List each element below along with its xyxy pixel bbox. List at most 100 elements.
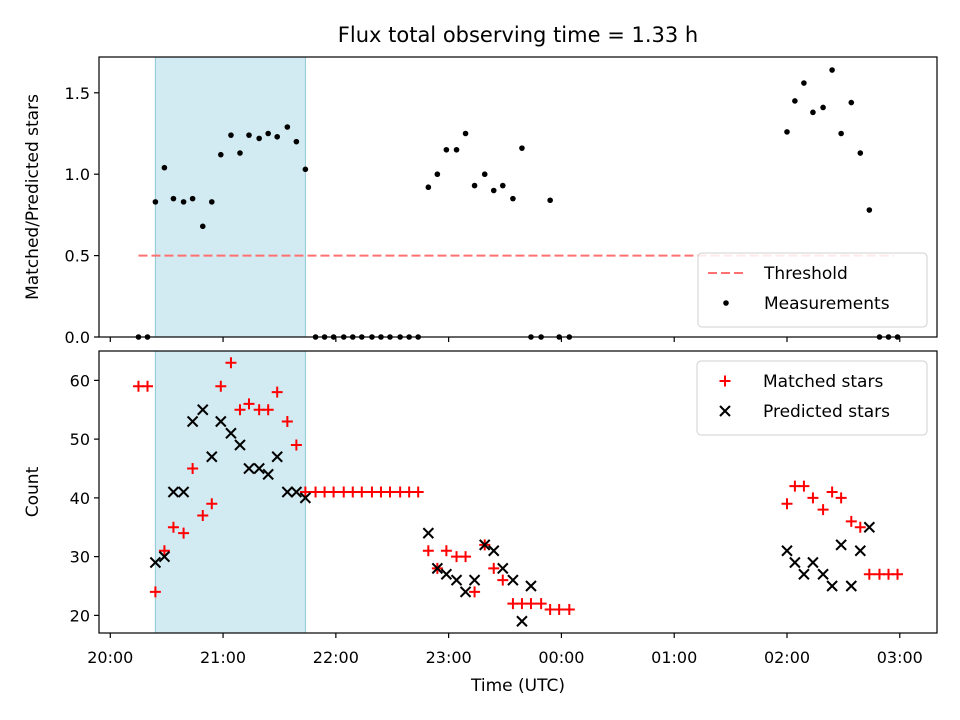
count-point xyxy=(225,427,237,439)
count-point xyxy=(177,486,190,498)
count-point xyxy=(479,539,491,551)
count-point xyxy=(281,416,293,427)
count-y-tick-label: 50 xyxy=(70,430,90,449)
count-point xyxy=(215,415,227,428)
count-point xyxy=(507,574,519,586)
count-legend: Matched stars Predicted stars xyxy=(696,360,928,436)
count-point xyxy=(262,468,274,481)
ratio-y-tick-label: 1.0 xyxy=(65,165,90,184)
count-point xyxy=(525,598,537,610)
count-point xyxy=(299,492,312,504)
ratio-point xyxy=(801,80,807,86)
count-point xyxy=(469,586,481,598)
legend-marker xyxy=(719,405,731,417)
count-point xyxy=(863,568,875,580)
ratio-point xyxy=(519,145,525,151)
count-series-1 xyxy=(132,357,904,615)
legend-label: Predicted stars xyxy=(763,402,890,422)
count-point xyxy=(206,451,218,463)
count-point xyxy=(440,568,453,580)
count-point xyxy=(817,504,829,516)
count-point xyxy=(563,604,575,615)
ratio-observing-span xyxy=(154,56,306,338)
count-point xyxy=(158,545,170,557)
count-point xyxy=(149,556,162,569)
count-point xyxy=(149,586,161,598)
legend-marker xyxy=(723,300,729,306)
count-point xyxy=(178,527,190,539)
x-tick-label: 01:00 xyxy=(651,648,697,667)
ratio-point xyxy=(265,130,271,137)
legend-label: Matched stars xyxy=(763,372,883,392)
count-point xyxy=(488,562,500,574)
count-point xyxy=(781,545,793,557)
ratio-point xyxy=(434,171,441,178)
count-point xyxy=(243,398,255,410)
ratio-axes-frame xyxy=(98,56,938,338)
count-point xyxy=(459,586,472,598)
ratio-point xyxy=(237,150,243,156)
ratio-point xyxy=(471,182,478,189)
ratio-point xyxy=(547,197,553,204)
count-point xyxy=(535,598,547,610)
count-point xyxy=(422,545,434,557)
ratio-point xyxy=(866,207,873,213)
x-tick-label: 02:00 xyxy=(764,648,810,667)
x-tick-label: 03:00 xyxy=(877,648,923,667)
ratio-point xyxy=(274,133,281,140)
ratio-point xyxy=(152,199,159,205)
ratio-point xyxy=(453,146,460,153)
ratio-point xyxy=(490,187,497,194)
x-tick-label: 21:00 xyxy=(200,648,246,667)
ratio-point xyxy=(218,151,224,158)
ratio-point xyxy=(510,195,516,202)
ratio-y-tick-label: 0.5 xyxy=(65,247,90,266)
count-point xyxy=(516,615,528,627)
count-point xyxy=(422,527,435,539)
count-point xyxy=(781,498,793,510)
ratio-point xyxy=(820,104,826,111)
count-point xyxy=(187,463,199,474)
ratio-panel: 0.0 0.5 1.0 1.5 Matched/Predicted stars Thres… xyxy=(23,56,938,347)
ratio-y-tick-label: 1.5 xyxy=(65,84,90,103)
ratio-point xyxy=(499,182,506,189)
count-point xyxy=(807,556,819,569)
count-point xyxy=(384,486,396,498)
count-point xyxy=(271,451,283,463)
ratio-point xyxy=(810,109,816,116)
count-point xyxy=(807,492,819,504)
count-point xyxy=(186,415,199,428)
count-point xyxy=(167,521,179,533)
count-point xyxy=(845,515,857,527)
count-y-tick-label: 30 xyxy=(70,548,90,567)
ratio-point xyxy=(462,130,469,137)
count-point xyxy=(234,439,246,451)
ratio-y-tick-label: 0.0 xyxy=(65,328,90,347)
count-point xyxy=(798,568,810,580)
count-point xyxy=(798,480,810,492)
count-point xyxy=(234,404,246,416)
ratio-point xyxy=(180,199,187,205)
ratio-point xyxy=(293,138,300,145)
ratio-point xyxy=(284,124,291,130)
ratio-point xyxy=(189,195,196,202)
ratio-point xyxy=(838,130,844,137)
count-point xyxy=(356,486,368,498)
ratio-legend-box xyxy=(697,252,928,328)
ratio-point xyxy=(829,67,835,73)
x-axis-label: Time (UTC) xyxy=(470,676,565,696)
ratio-point xyxy=(161,164,168,171)
x-tick-label: 22:00 xyxy=(313,648,359,667)
count-point xyxy=(845,580,857,592)
count-point xyxy=(835,492,847,504)
count-point xyxy=(854,521,866,533)
ratio-point xyxy=(848,99,855,106)
count-point xyxy=(440,545,452,557)
ratio-point xyxy=(256,135,262,142)
count-observing-span xyxy=(154,350,306,634)
count-y-tick-label: 60 xyxy=(70,371,90,390)
count-y-tick-label: 40 xyxy=(70,489,90,508)
count-point xyxy=(206,498,218,510)
count-point xyxy=(431,562,444,575)
